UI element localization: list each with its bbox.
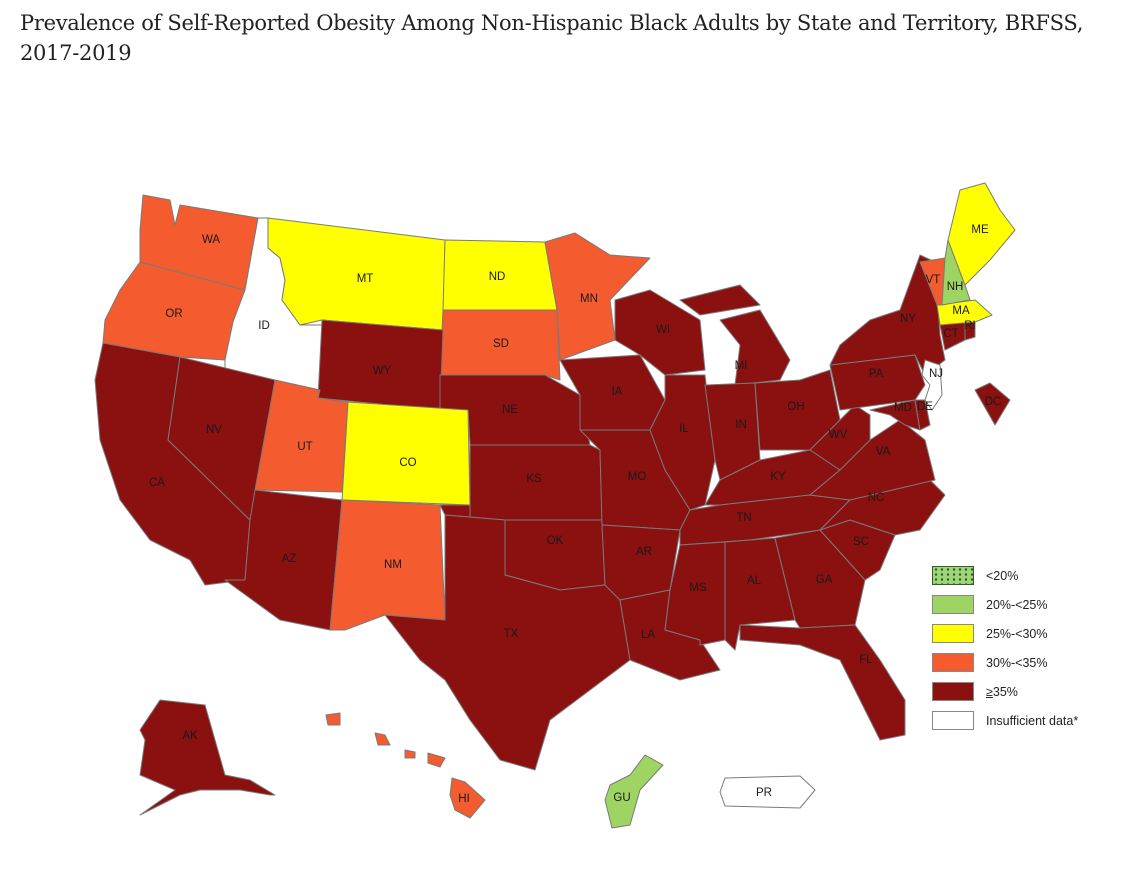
label-MA: MA — [952, 305, 970, 317]
label-MN: MN — [580, 293, 598, 305]
state-HI-islands — [325, 712, 446, 768]
legend-item-insufficient: Insufficient data* — [932, 706, 1078, 735]
legend-swatch-dotted — [932, 566, 974, 585]
state-NY[interactable] — [829, 254, 946, 376]
state-ME[interactable] — [947, 182, 1016, 286]
label-NV: NV — [206, 424, 222, 436]
legend: <20% 20%-<25% 25%-<30% 30%-<35% ≥35% Ins… — [932, 561, 1078, 735]
label-RI: RI — [964, 320, 976, 332]
label-WI: WI — [656, 324, 670, 336]
label-NY: NY — [900, 313, 916, 325]
label-HI: HI — [458, 793, 470, 805]
label-SD: SD — [493, 338, 509, 350]
state-NJ[interactable] — [921, 359, 943, 411]
label-DC: DC — [985, 396, 1002, 408]
legend-swatch-yellow — [932, 624, 974, 643]
label-NM: NM — [384, 559, 402, 571]
legend-label: 20%-<25% — [986, 597, 1048, 612]
label-SC: SC — [853, 536, 869, 548]
state-MA[interactable] — [936, 299, 993, 326]
state-MI[interactable] — [679, 284, 791, 386]
legend-item-gte35: ≥35% — [932, 677, 1078, 706]
legend-label-value: 35% — [992, 684, 1018, 699]
label-VA: VA — [876, 446, 891, 458]
state-FL[interactable] — [739, 624, 906, 741]
label-MI: MI — [735, 360, 748, 372]
state-WI[interactable] — [614, 289, 706, 376]
label-PA: PA — [869, 368, 884, 380]
label-TN: TN — [736, 512, 751, 524]
legend-item-20to25: 20%-<25% — [932, 590, 1078, 619]
legend-label: 30%-<35% — [986, 655, 1048, 670]
label-NJ: NJ — [929, 368, 943, 380]
label-OR: OR — [165, 308, 182, 320]
legend-swatch-green — [932, 595, 974, 614]
label-WY: WY — [373, 365, 392, 377]
legend-label: 25%-<30% — [986, 626, 1048, 641]
label-GA: GA — [816, 574, 833, 586]
legend-item-lt20: <20% — [932, 561, 1078, 590]
label-IL: IL — [679, 423, 689, 435]
label-ME: ME — [971, 224, 989, 236]
map-title: Prevalence of Self-Reported Obesity Amon… — [20, 11, 1084, 65]
label-NC: NC — [868, 492, 885, 504]
label-AK: AK — [182, 730, 198, 742]
label-UT: UT — [297, 441, 312, 453]
label-MT: MT — [357, 273, 374, 285]
label-LA: LA — [641, 629, 655, 641]
label-IN: IN — [735, 419, 747, 431]
legend-swatch-white — [932, 711, 974, 730]
label-DE: DE — [917, 401, 933, 413]
gte-symbol: ≥ — [986, 684, 993, 699]
label-OH: OH — [787, 401, 804, 413]
label-MD: MD — [894, 402, 912, 414]
state-WV[interactable] — [809, 404, 871, 471]
state-OR[interactable] — [102, 261, 246, 361]
label-KY: KY — [770, 471, 786, 483]
label-WA: WA — [202, 234, 220, 246]
label-GU: GU — [613, 792, 630, 804]
label-AZ: AZ — [282, 553, 297, 565]
label-TX: TX — [504, 628, 519, 640]
label-OK: OK — [547, 535, 564, 547]
legend-label: ≥35% — [986, 685, 1018, 699]
label-ND: ND — [489, 271, 506, 283]
state-DC[interactable] — [974, 382, 1011, 426]
label-CT: CT — [943, 328, 958, 340]
label-WV: WV — [829, 429, 848, 441]
label-MS: MS — [689, 582, 707, 594]
state-HI[interactable] — [449, 777, 486, 819]
state-DE[interactable] — [914, 399, 931, 431]
label-AL: AL — [747, 575, 762, 587]
territory-PR[interactable] — [719, 775, 816, 809]
state-NH[interactable] — [941, 239, 971, 306]
label-FL: FL — [859, 654, 873, 666]
legend-item-25to30: 25%-<30% — [932, 619, 1078, 648]
label-ID: ID — [258, 320, 270, 332]
label-CO: CO — [399, 457, 416, 469]
state-TX[interactable] — [384, 514, 631, 771]
label-IA: IA — [612, 386, 623, 398]
label-CA: CA — [149, 477, 165, 489]
label-KS: KS — [526, 473, 542, 485]
legend-item-30to35: 30%-<35% — [932, 648, 1078, 677]
state-MD[interactable] — [869, 399, 921, 431]
label-NE: NE — [502, 404, 518, 416]
label-MO: MO — [628, 471, 647, 483]
label-AR: AR — [636, 546, 652, 558]
label-VT: VT — [926, 274, 941, 286]
legend-swatch-orange — [932, 653, 974, 672]
state-AR[interactable] — [601, 524, 681, 601]
state-MN[interactable] — [544, 232, 651, 361]
state-AK[interactable] — [139, 699, 276, 816]
label-NH: NH — [947, 281, 964, 293]
label-PR: PR — [756, 787, 772, 799]
state-CO[interactable] — [341, 401, 471, 506]
territory-GU[interactable] — [604, 754, 664, 829]
legend-label: <20% — [986, 568, 1019, 583]
legend-label: Insufficient data* — [986, 713, 1079, 728]
legend-swatch-darkred — [932, 682, 974, 701]
